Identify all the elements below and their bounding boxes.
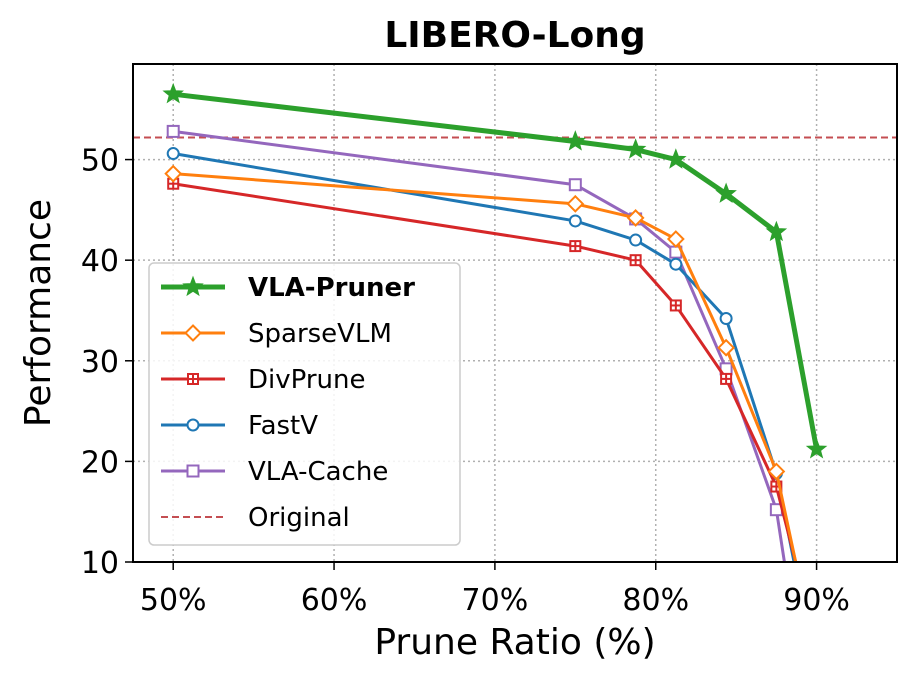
legend-label: FastV bbox=[248, 411, 318, 441]
data-point bbox=[162, 82, 184, 104]
data-point bbox=[767, 462, 786, 481]
legend-item: VLA-Pruner bbox=[161, 273, 415, 303]
y-tick-label: 10 bbox=[81, 546, 119, 581]
chart-title: LIBERO-Long bbox=[384, 15, 645, 56]
y-tick-label: 30 bbox=[81, 345, 119, 380]
data-point bbox=[805, 438, 828, 459]
legend-label: Original bbox=[248, 503, 350, 533]
series-vla-pruner bbox=[162, 82, 828, 459]
legend-item: SparseVLM bbox=[161, 319, 392, 349]
legend-marker bbox=[186, 464, 200, 478]
data-point bbox=[666, 230, 685, 248]
series-sparsevlm bbox=[164, 164, 798, 562]
data-point bbox=[665, 148, 687, 169]
legend-label: VLA-Cache bbox=[248, 457, 388, 487]
data-point bbox=[568, 178, 582, 192]
data-point bbox=[719, 312, 733, 326]
plot-frame bbox=[132, 63, 898, 563]
x-axis-label: Prune Ratio (%) bbox=[374, 622, 655, 663]
data-point bbox=[629, 254, 642, 267]
data-point bbox=[166, 147, 180, 161]
data-point bbox=[568, 214, 582, 228]
series-layer bbox=[162, 82, 828, 562]
data-point bbox=[715, 182, 737, 203]
y-tick-label: 20 bbox=[81, 445, 119, 480]
y-tick-label: 50 bbox=[81, 144, 119, 179]
data-point bbox=[629, 233, 643, 247]
y-axis: 10 20 30 40 50 bbox=[81, 144, 133, 581]
y-axis-label: Performance bbox=[18, 199, 59, 427]
x-tick-label: 80% bbox=[622, 583, 689, 618]
x-axis: 50% 60% 70% 80% 90% bbox=[140, 562, 850, 618]
legend-item: DivPrune bbox=[161, 365, 366, 395]
data-point bbox=[669, 257, 683, 271]
x-tick-label: 90% bbox=[783, 583, 850, 618]
legend-label: SparseVLM bbox=[248, 319, 392, 349]
legend-item: FastV bbox=[161, 411, 318, 441]
data-point bbox=[166, 124, 180, 138]
legend-item: Original bbox=[161, 503, 350, 533]
legend-item: VLA-Cache bbox=[161, 457, 388, 487]
data-point bbox=[624, 138, 647, 159]
legend-marker bbox=[187, 373, 199, 385]
legend: VLA-Pruner SparseVLM DivPrune FastV VLA-Cach… bbox=[148, 262, 461, 546]
legend-label: DivPrune bbox=[248, 365, 366, 395]
legend-marker bbox=[186, 418, 200, 432]
data-point bbox=[569, 240, 582, 253]
legend-marker bbox=[182, 275, 204, 297]
data-point bbox=[717, 338, 736, 357]
legend-box bbox=[148, 262, 461, 546]
data-point bbox=[720, 372, 733, 385]
legend-label: VLA-Pruner bbox=[248, 273, 415, 303]
data-point bbox=[164, 164, 183, 183]
data-point bbox=[564, 130, 587, 151]
legend-marker bbox=[184, 324, 202, 342]
x-tick-label: 70% bbox=[462, 583, 529, 618]
y-tick-label: 40 bbox=[81, 244, 119, 279]
data-point bbox=[566, 194, 585, 213]
data-point bbox=[765, 220, 788, 242]
x-tick-label: 60% bbox=[301, 583, 368, 618]
x-tick-label: 50% bbox=[140, 583, 207, 618]
data-point bbox=[626, 209, 645, 227]
data-point bbox=[669, 299, 682, 312]
